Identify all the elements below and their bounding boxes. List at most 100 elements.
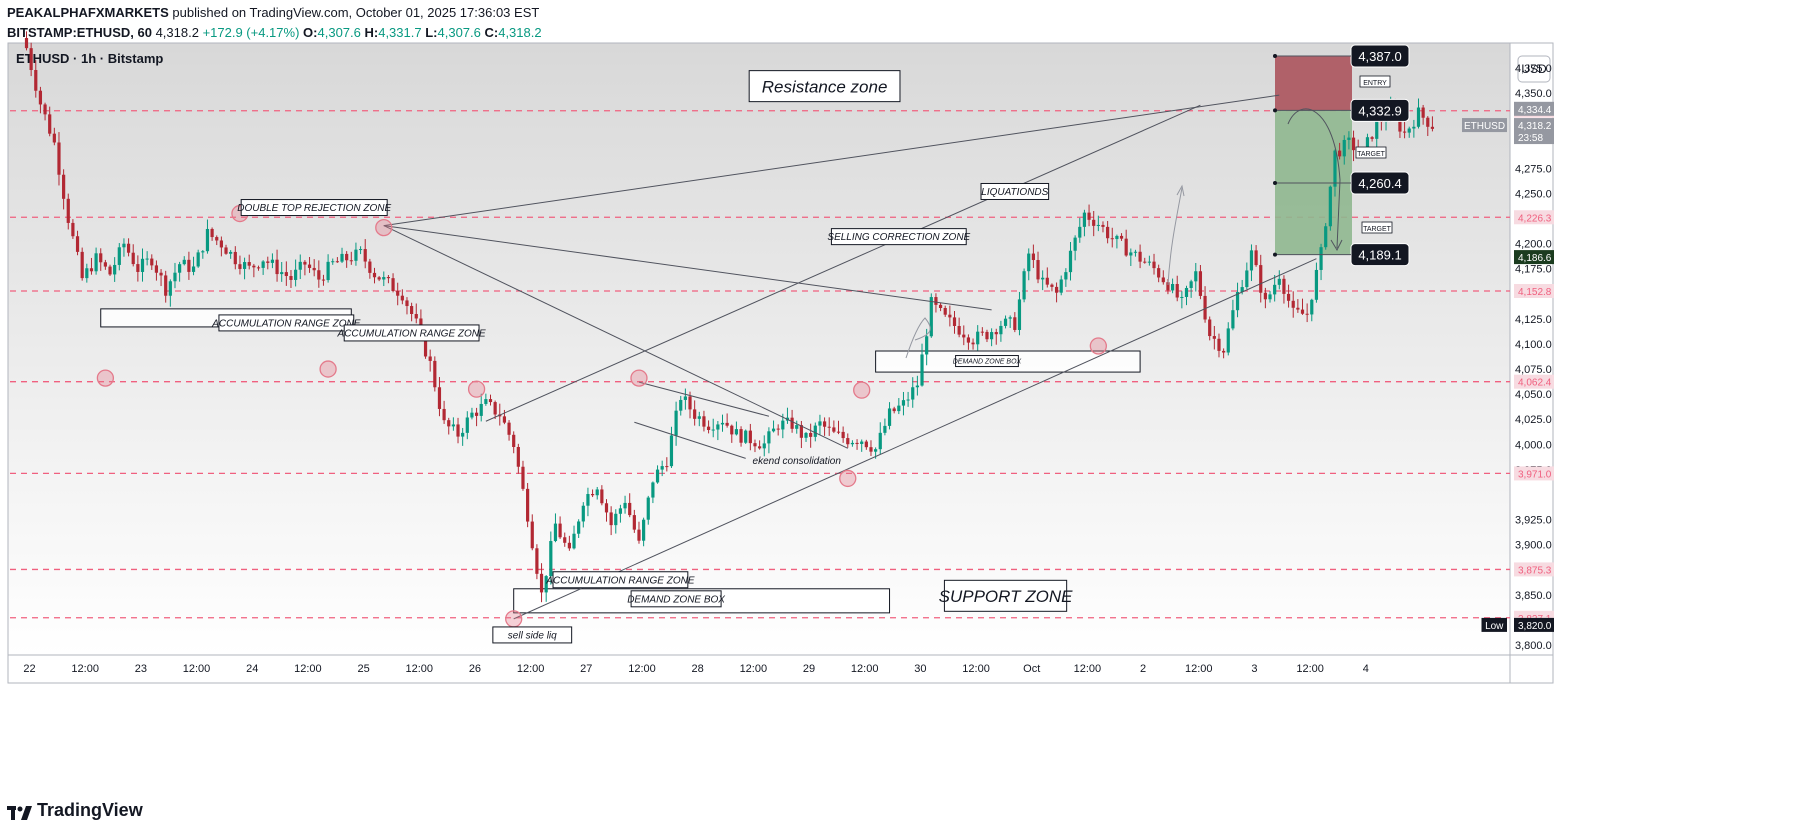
candle bbox=[191, 266, 196, 272]
candle bbox=[1031, 253, 1035, 261]
candle bbox=[1235, 292, 1240, 311]
candle bbox=[400, 295, 404, 301]
candle bbox=[590, 494, 595, 496]
candle bbox=[29, 48, 33, 71]
candle bbox=[224, 247, 228, 254]
annotation-text: Resistance zone bbox=[762, 77, 888, 96]
candle bbox=[298, 261, 302, 270]
candle bbox=[832, 427, 836, 432]
tag-box bbox=[1359, 75, 1391, 88]
candle bbox=[1064, 272, 1068, 280]
candle bbox=[349, 260, 353, 262]
y-tick-label: 3,925.0 bbox=[1515, 515, 1552, 527]
candle bbox=[679, 399, 683, 411]
annotation-text: DEMAND ZONE BOX bbox=[953, 359, 1022, 366]
stop-loss-zone bbox=[1275, 56, 1352, 111]
candle bbox=[1421, 107, 1425, 118]
candle bbox=[75, 236, 80, 252]
candle bbox=[451, 424, 455, 427]
candle bbox=[818, 421, 822, 426]
candle bbox=[34, 70, 38, 91]
candle bbox=[1203, 295, 1207, 320]
candle bbox=[196, 252, 200, 267]
candle bbox=[62, 174, 66, 199]
axis-level-text: 4,062.4 bbox=[1518, 378, 1552, 389]
x-tick-label: 23 bbox=[135, 663, 147, 675]
annotation-box bbox=[830, 228, 967, 246]
candle bbox=[368, 261, 372, 273]
candle bbox=[377, 277, 381, 280]
candle bbox=[103, 262, 107, 267]
candle bbox=[1296, 307, 1300, 310]
candle bbox=[1078, 226, 1082, 238]
plot-background bbox=[8, 43, 1510, 655]
x-tick-label: 4 bbox=[1363, 663, 1369, 675]
candle bbox=[1013, 317, 1017, 330]
annotation-text: sell side liq bbox=[508, 631, 557, 642]
open-value: 4,307.6 bbox=[317, 25, 361, 40]
candle bbox=[229, 251, 233, 254]
axis-price-label bbox=[1514, 617, 1554, 632]
candle bbox=[145, 258, 149, 260]
tag-box bbox=[1361, 221, 1393, 234]
arrow-head-icon bbox=[1330, 239, 1343, 252]
candle bbox=[507, 422, 511, 435]
candle bbox=[669, 435, 674, 467]
trend-line bbox=[513, 258, 1317, 620]
candle bbox=[266, 261, 270, 263]
candle bbox=[1059, 279, 1063, 293]
x-tick-label: 26 bbox=[469, 663, 481, 675]
candle bbox=[233, 251, 237, 265]
candle bbox=[683, 396, 687, 400]
candle bbox=[99, 253, 103, 263]
candle bbox=[252, 265, 256, 268]
candle bbox=[1282, 278, 1286, 294]
candle bbox=[567, 542, 571, 549]
x-tick-label: 12:00 bbox=[740, 663, 768, 675]
candle bbox=[48, 114, 52, 134]
candle bbox=[911, 387, 915, 400]
candle bbox=[1259, 265, 1263, 293]
candle bbox=[558, 523, 562, 538]
candle bbox=[24, 37, 29, 49]
candle bbox=[474, 412, 479, 416]
x-tick-label: 3 bbox=[1251, 663, 1257, 675]
annotation-box bbox=[943, 579, 1068, 612]
candle bbox=[651, 482, 655, 498]
candle bbox=[1212, 336, 1216, 339]
candle bbox=[1106, 226, 1110, 239]
candle bbox=[1008, 317, 1012, 319]
pivot-marker bbox=[319, 360, 337, 378]
candle bbox=[841, 431, 845, 439]
low-label: L: bbox=[425, 25, 438, 40]
candle bbox=[108, 266, 112, 275]
axis-level-text: 4,226.3 bbox=[1518, 213, 1552, 224]
annotation-text: SUPPORT ZONE bbox=[939, 587, 1073, 606]
axis-price-label bbox=[1514, 118, 1554, 145]
candle bbox=[725, 422, 729, 426]
x-tick-label: 28 bbox=[692, 663, 704, 675]
projection-arrow bbox=[1287, 108, 1341, 249]
candle bbox=[238, 264, 242, 269]
annotation-box bbox=[630, 590, 722, 608]
candle bbox=[1068, 250, 1073, 273]
candle bbox=[1342, 139, 1346, 157]
x-tick-label: 12:00 bbox=[962, 663, 990, 675]
candle bbox=[901, 400, 906, 406]
candle bbox=[1305, 313, 1309, 315]
tag-text: TARGET bbox=[1357, 151, 1386, 158]
tag-text: ENTRY bbox=[1363, 80, 1387, 87]
candle bbox=[502, 416, 507, 423]
candle bbox=[414, 313, 418, 319]
y-tick-label: 4,075.0 bbox=[1515, 364, 1552, 376]
candle bbox=[187, 259, 191, 272]
candle bbox=[530, 521, 534, 549]
y-tick-label: 3,900.0 bbox=[1515, 540, 1552, 552]
candle bbox=[210, 228, 214, 238]
candle bbox=[544, 576, 548, 593]
x-tick-label: 12:00 bbox=[1296, 663, 1324, 675]
x-tick-label: Oct bbox=[1023, 663, 1040, 675]
candle bbox=[706, 426, 711, 430]
candle bbox=[1050, 284, 1054, 287]
